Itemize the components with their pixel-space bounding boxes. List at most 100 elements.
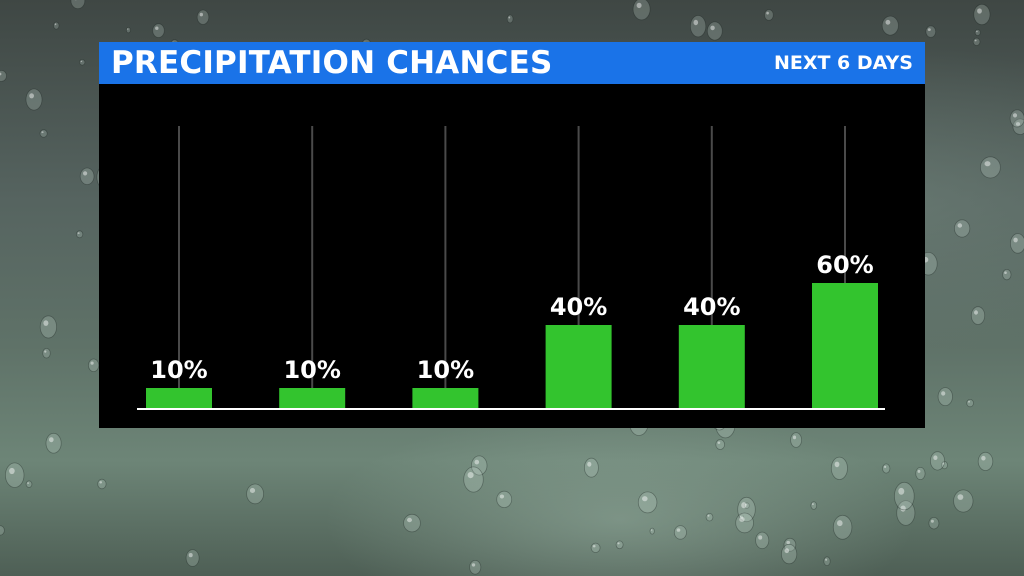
raindrop bbox=[823, 556, 831, 566]
category-label: SAT bbox=[159, 426, 198, 428]
raindrop bbox=[705, 513, 714, 522]
raindrop-highlight bbox=[741, 502, 747, 509]
bar-sat bbox=[146, 388, 212, 409]
raindrop-highlight bbox=[693, 19, 699, 26]
raindrop-highlight bbox=[884, 465, 887, 468]
raindrop bbox=[790, 432, 802, 448]
raindrop bbox=[738, 514, 745, 521]
raindrop-highlight bbox=[508, 16, 511, 19]
raindrop bbox=[25, 88, 43, 111]
raindrop-highlight bbox=[199, 12, 203, 17]
raindrop-highlight bbox=[41, 131, 44, 134]
raindrop-highlight bbox=[83, 171, 88, 176]
raindrop bbox=[246, 483, 265, 505]
chart-title: PRECIPITATION CHANCES bbox=[111, 45, 553, 81]
raindrop bbox=[1012, 118, 1024, 135]
raindrop-highlight bbox=[898, 487, 905, 495]
raindrop-highlight bbox=[467, 472, 474, 479]
raindrop bbox=[1010, 233, 1024, 254]
raindrop-highlight bbox=[29, 93, 34, 99]
raindrop bbox=[810, 501, 818, 510]
raindrop bbox=[977, 451, 994, 471]
raindrop-highlight bbox=[44, 350, 47, 353]
raindrop-highlight bbox=[1013, 237, 1018, 243]
raindrop-highlight bbox=[710, 25, 715, 31]
raindrop-highlight bbox=[941, 391, 946, 396]
raindrop-highlight bbox=[917, 469, 921, 473]
raindrop-highlight bbox=[900, 505, 906, 512]
raindrop-highlight bbox=[717, 441, 721, 444]
raindrop bbox=[88, 358, 100, 373]
raindrop-highlight bbox=[786, 540, 790, 545]
raindrop bbox=[39, 315, 58, 339]
precipitation-bar-chart: 10% SAT 10% SUN 10% MON 40% TUE 40% WED 60% THU bbox=[137, 126, 885, 428]
raindrop bbox=[941, 460, 948, 470]
raindrop bbox=[737, 496, 756, 523]
raindrop-highlight bbox=[49, 437, 54, 443]
raindrop-highlight bbox=[642, 496, 648, 502]
raindrop-highlight bbox=[90, 361, 94, 365]
raindrop bbox=[615, 540, 624, 550]
raindrop-highlight bbox=[9, 467, 15, 475]
raindrop bbox=[715, 439, 725, 450]
raindrop-highlight bbox=[745, 504, 747, 506]
raindrop bbox=[637, 491, 658, 514]
raindrop bbox=[673, 525, 687, 540]
raindrop bbox=[743, 502, 750, 509]
raindrop bbox=[780, 543, 798, 565]
raindrop bbox=[966, 398, 974, 408]
bar-wed bbox=[678, 325, 745, 409]
raindrop bbox=[53, 21, 60, 30]
raindrop bbox=[152, 23, 165, 38]
raindrop bbox=[764, 9, 774, 21]
raindrop-highlight bbox=[650, 529, 653, 531]
raindrop-highlight bbox=[834, 461, 840, 468]
raindrop-highlight bbox=[474, 459, 480, 465]
raindrop-highlight bbox=[499, 494, 505, 499]
raindrop bbox=[4, 462, 25, 488]
raindrop bbox=[0, 70, 7, 82]
raindrop bbox=[972, 37, 981, 46]
raindrop bbox=[463, 466, 484, 493]
raindrop-highlight bbox=[942, 462, 945, 465]
raindrop bbox=[893, 481, 915, 511]
raindrop-highlight bbox=[0, 72, 2, 76]
raindrop-highlight bbox=[977, 8, 982, 14]
raindrop-highlight bbox=[43, 320, 49, 326]
raindrop-highlight bbox=[407, 517, 412, 523]
raindrop-highlight bbox=[812, 503, 814, 506]
raindrop bbox=[403, 513, 421, 533]
raindrop-highlight bbox=[739, 516, 745, 522]
raindrop-highlight bbox=[188, 553, 193, 558]
raindrop bbox=[953, 489, 974, 513]
raindrop bbox=[185, 549, 200, 567]
raindrop-highlight bbox=[933, 455, 938, 461]
raindrop-highlight bbox=[825, 558, 828, 561]
raindrop-highlight bbox=[54, 23, 57, 26]
category-label: SUN bbox=[290, 426, 334, 428]
data-label: 10% bbox=[283, 356, 340, 384]
raindrop-highlight bbox=[837, 520, 843, 527]
raindrop bbox=[928, 517, 940, 530]
category-label: WED bbox=[687, 426, 737, 428]
raindrop-highlight bbox=[80, 60, 83, 63]
raindrop bbox=[70, 0, 86, 10]
raindrop-highlight bbox=[592, 545, 596, 548]
raindrop-highlight bbox=[957, 494, 964, 500]
raindrop-highlight bbox=[676, 528, 681, 532]
raindrop-highlight bbox=[99, 481, 102, 484]
raindrop-highlight bbox=[155, 26, 159, 30]
raindrop-highlight bbox=[27, 482, 29, 484]
data-label: 10% bbox=[417, 356, 474, 384]
raindrop bbox=[25, 480, 33, 488]
raindrop-highlight bbox=[792, 435, 797, 440]
raindrop-highlight bbox=[758, 535, 763, 540]
raindrop-highlight bbox=[471, 563, 476, 567]
raindrop bbox=[469, 559, 482, 575]
raindrop bbox=[76, 230, 84, 239]
data-label: 10% bbox=[150, 356, 207, 384]
bar-tue bbox=[545, 325, 612, 409]
title-bar: PRECIPITATION CHANCES NEXT 6 DAYS bbox=[99, 42, 925, 84]
raindrop bbox=[735, 512, 754, 534]
raindrop-highlight bbox=[77, 232, 80, 235]
